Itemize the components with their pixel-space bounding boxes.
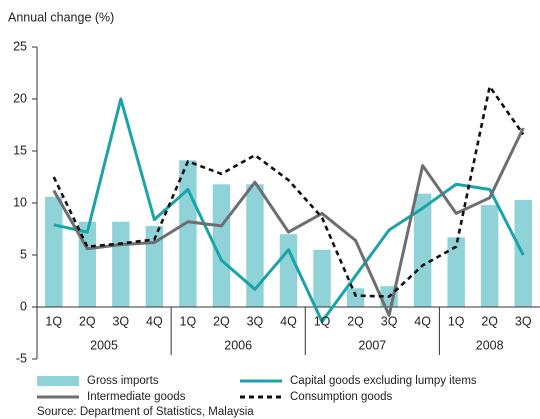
legend-label: Capital goods excluding lumpy items <box>290 375 477 387</box>
x-tick-label: 1Q <box>180 314 197 328</box>
bar <box>413 193 432 307</box>
x-tick-label: 3Q <box>112 314 129 328</box>
y-tick-label: -5 <box>16 351 27 365</box>
x-tick-label: 2Q <box>79 314 96 328</box>
group-label: 2007 <box>358 338 386 352</box>
series-line <box>52 127 525 317</box>
x-tick-label: 3Q <box>515 314 532 328</box>
y-tick-label: 25 <box>13 39 27 53</box>
series-line <box>52 85 525 298</box>
y-tick-label: 10 <box>13 195 27 209</box>
x-tick-label: 3Q <box>247 314 264 328</box>
bar <box>313 249 331 307</box>
y-tick-label: 15 <box>13 143 27 157</box>
legend-label: Gross imports <box>87 375 159 387</box>
bar <box>112 221 130 307</box>
bar <box>346 288 365 307</box>
y-tick-label: 5 <box>20 247 27 261</box>
x-tick-label: 2Q <box>213 314 230 328</box>
source-note: Source: Department of Statistics, Malays… <box>37 406 254 418</box>
x-tick-label: 2Q <box>481 314 498 328</box>
legend-swatch <box>37 376 79 386</box>
x-tick-label: 4Q <box>146 314 163 328</box>
legend-label: Intermediate goods <box>87 391 186 403</box>
x-tick-label: 1Q <box>45 314 62 328</box>
x-tick-label: 4Q <box>414 314 431 328</box>
bar <box>179 160 197 307</box>
x-tick-label: 1Q <box>314 314 331 328</box>
bar <box>447 237 465 307</box>
group-label: 2008 <box>476 338 504 352</box>
chart-title: Annual change (%) <box>8 10 114 24</box>
x-tick-label: 1Q <box>448 314 465 328</box>
x-tick-label: 2Q <box>347 314 364 328</box>
x-tick-label: 3Q <box>381 314 398 328</box>
bar <box>45 196 63 307</box>
bar <box>279 234 298 307</box>
bar <box>212 184 231 307</box>
group-label: 2005 <box>90 338 118 352</box>
bar <box>480 205 499 307</box>
group-label: 2006 <box>224 338 252 352</box>
y-tick-label: 20 <box>13 91 27 105</box>
legend-label: Consumption goods <box>290 391 393 403</box>
series-line <box>53 97 525 324</box>
y-tick-label: 0 <box>20 299 27 313</box>
bar <box>145 225 164 307</box>
bar <box>246 184 264 307</box>
x-tick-label: 4Q <box>280 314 297 328</box>
